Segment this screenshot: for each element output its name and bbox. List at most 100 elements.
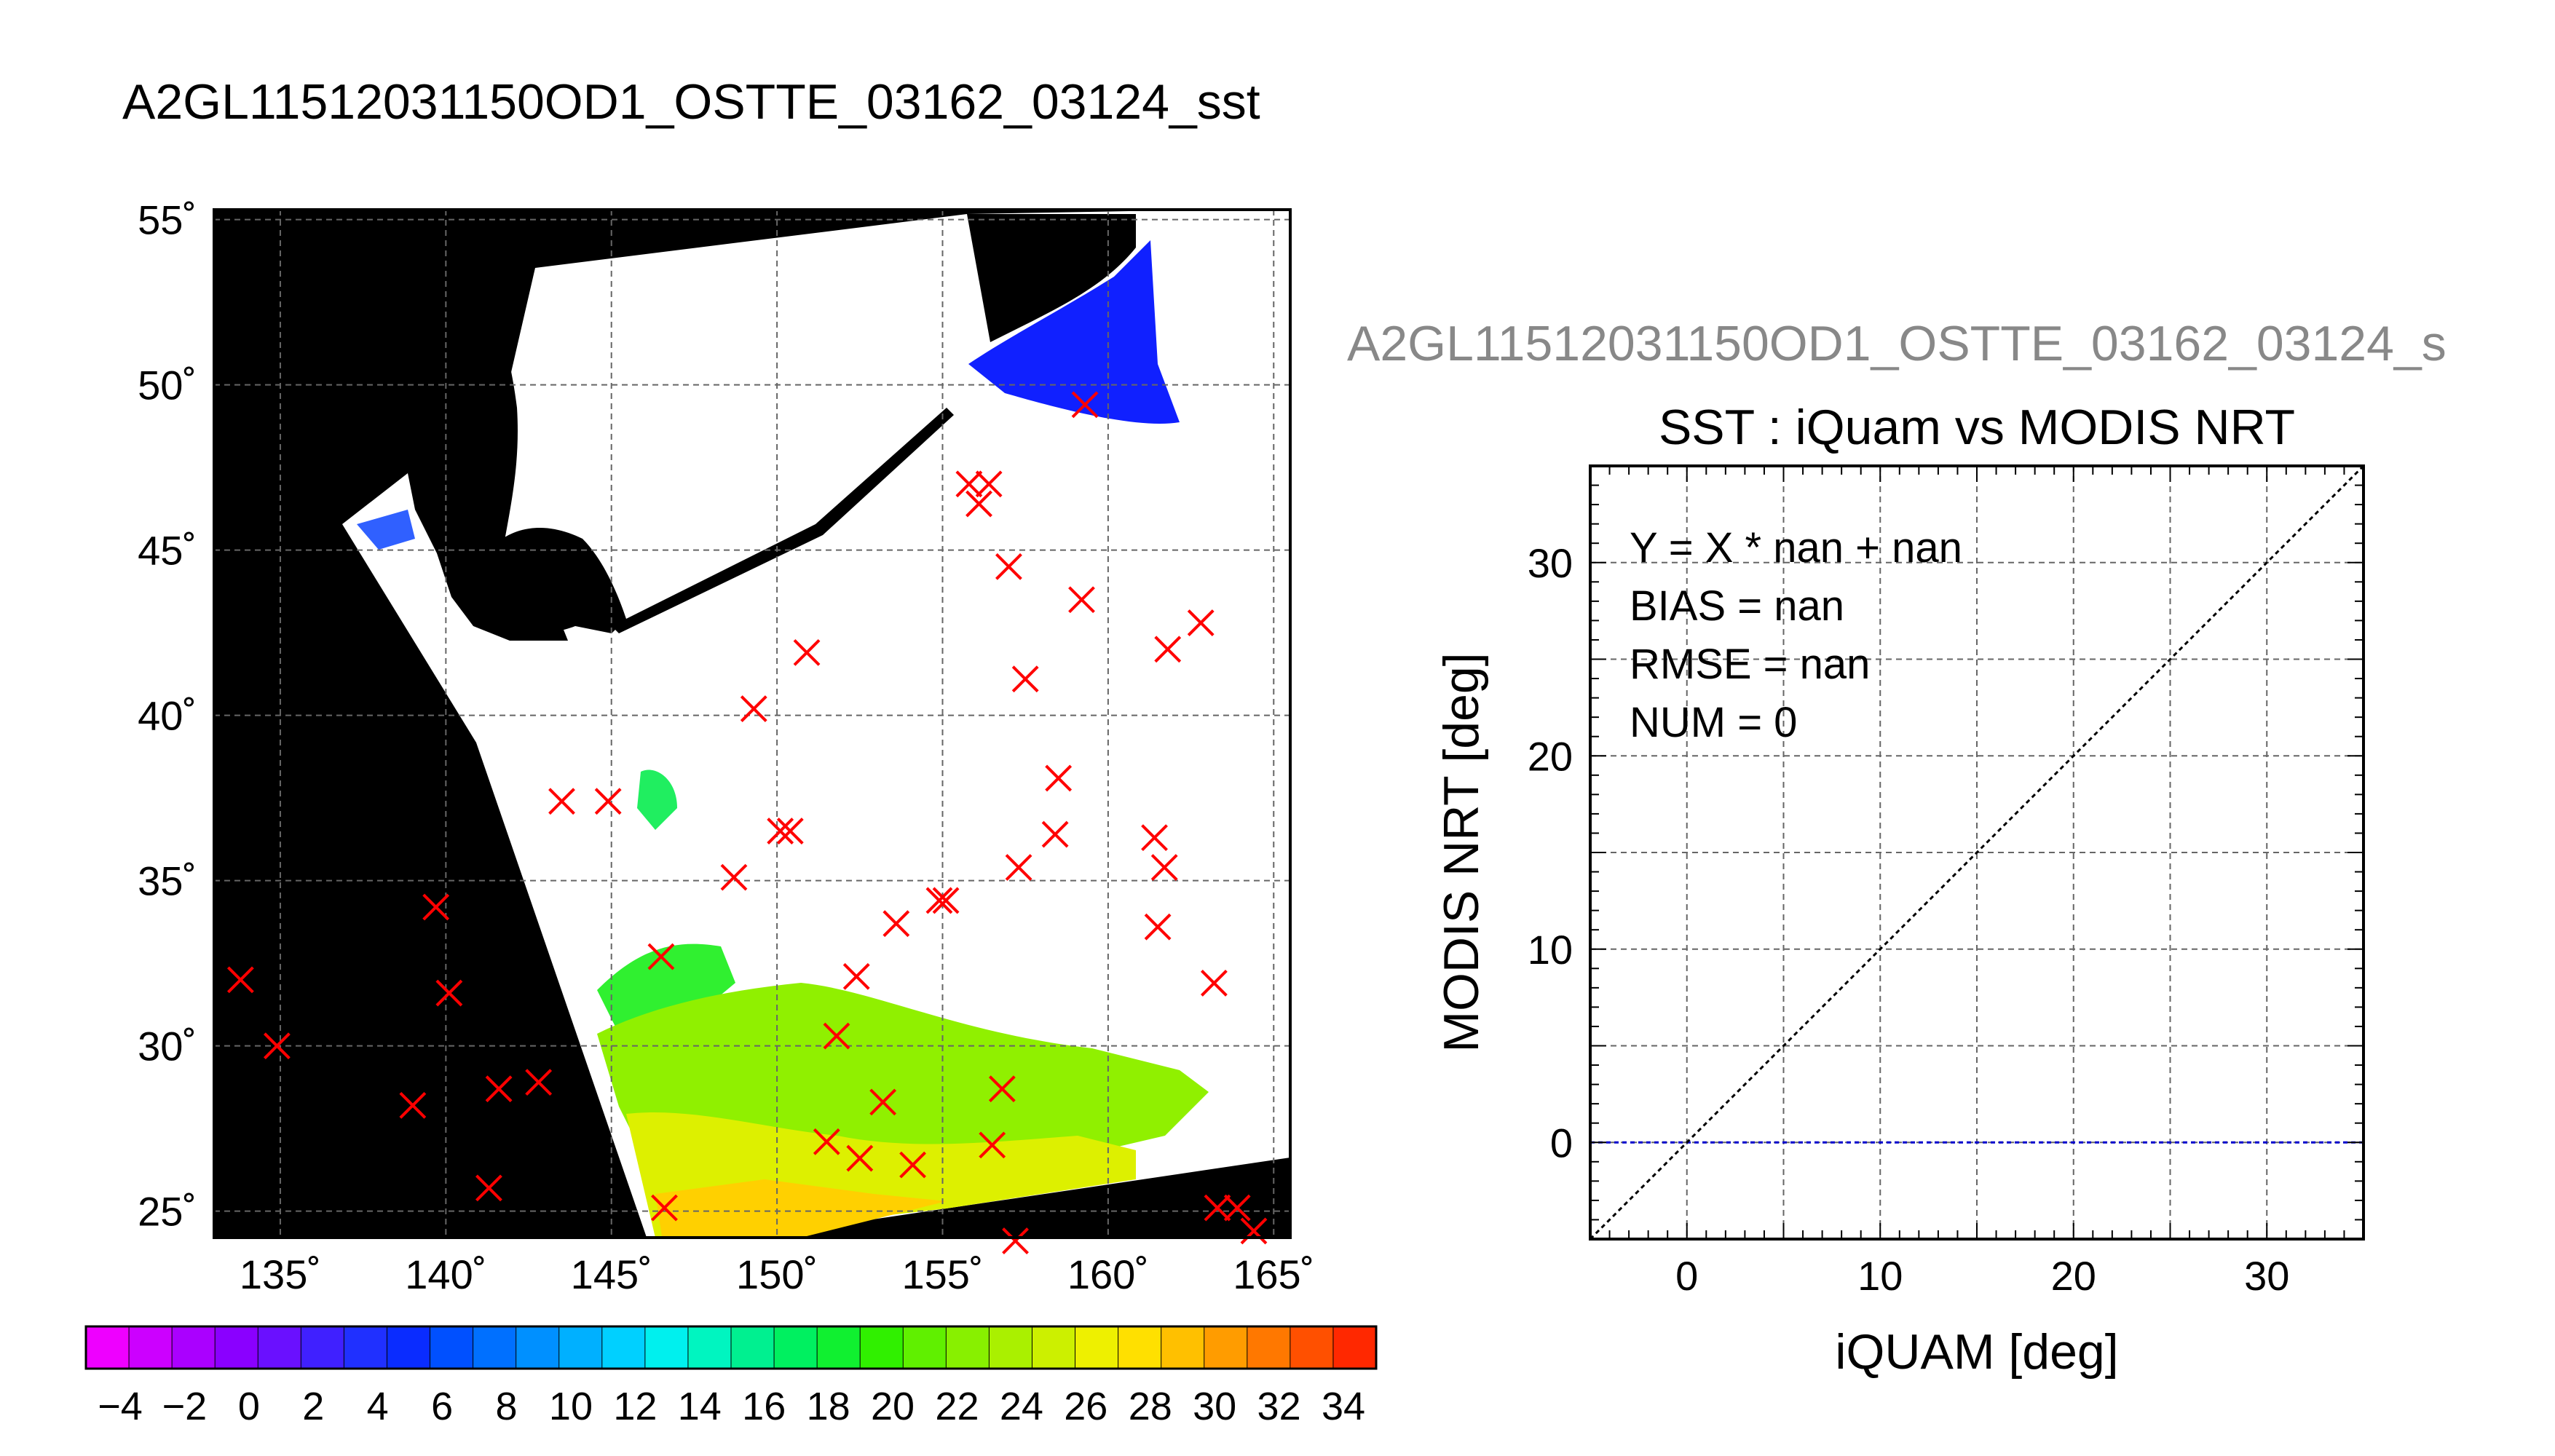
- map-y-tick-label: 30˚: [138, 1024, 197, 1069]
- colorbar-label: 34: [1322, 1385, 1365, 1428]
- map-marker-x: [485, 1075, 513, 1103]
- colorbar-bin: [1204, 1326, 1248, 1369]
- identity-diagonal-line: [1590, 466, 2364, 1239]
- map-marker-x: [651, 1194, 678, 1222]
- colorbar-label: 8: [496, 1385, 518, 1428]
- scatter-tick-labels: 0 10 20 30 0 10 20 30: [1528, 540, 2290, 1299]
- map-y-tick-label: 35˚: [138, 858, 197, 904]
- map-marker-x: [813, 1128, 840, 1155]
- scatter-x-tick-label: 10: [1857, 1253, 1903, 1299]
- colorbar-label: 0: [238, 1385, 260, 1428]
- map-y-tick-label: 25˚: [138, 1189, 197, 1235]
- cold-water-blue: [968, 240, 1180, 424]
- map-marker-x: [1002, 1227, 1029, 1254]
- map-marker-x: [955, 470, 983, 498]
- scatter-stats: Y = X * nan + nan BIAS = nan RMSE = nan …: [1630, 524, 1962, 746]
- colorbar-bin: [731, 1326, 775, 1369]
- map-marker-x: [925, 887, 953, 914]
- map-marker-x: [899, 1151, 926, 1179]
- map-marker-x: [525, 1069, 553, 1096]
- x-axis-label: iQUAM [deg]: [1835, 1324, 2118, 1380]
- colorbar-bin: [903, 1326, 947, 1369]
- colorbar-label: 6: [431, 1385, 453, 1428]
- scatter-y-tick-label: 20: [1528, 733, 1573, 779]
- map-marker-x: [846, 1144, 874, 1172]
- colorbar-bin: [1032, 1326, 1076, 1369]
- right-title: A2GL11512031150OD1_OSTTE_03162_03124_s: [1347, 316, 2447, 371]
- map-marker-x: [594, 788, 622, 815]
- map-marker-x: [823, 1022, 850, 1050]
- y-axis-label: MODIS NRT [deg]: [1434, 652, 1489, 1052]
- colorbar-label: 28: [1129, 1385, 1172, 1428]
- map-marker-x: [1223, 1194, 1251, 1222]
- colorbar-bin: [644, 1326, 689, 1369]
- map-x-tick-label: 150˚: [736, 1251, 818, 1297]
- colorbar-bin: [86, 1326, 130, 1369]
- colorbar-label: 30: [1193, 1385, 1236, 1428]
- map-y-tick-label: 45˚: [138, 528, 197, 574]
- colorbar-bin: [946, 1326, 990, 1369]
- colorbar-bin: [301, 1326, 344, 1369]
- colorbar-bin: [1075, 1326, 1119, 1369]
- map-marker-x: [1204, 1194, 1231, 1222]
- colorbar-bin: [1290, 1326, 1334, 1369]
- map-marker-x: [932, 887, 960, 914]
- map-marker-x: [1005, 854, 1032, 881]
- colorbar-bin: [430, 1326, 474, 1369]
- land-hokkaido: [466, 528, 626, 633]
- map-marker-x: [399, 1091, 427, 1119]
- coast-kuril-black: [612, 408, 954, 633]
- colorbar-label: 4: [367, 1385, 389, 1428]
- map-marker-x: [1150, 854, 1178, 881]
- map-frame: [213, 208, 1292, 1239]
- sst-map: 135˚ 140˚ 145˚ 150˚ 155˚ 160˚ 165˚ 25˚ 30˚ 35˚ 40˚…: [138, 197, 1314, 1297]
- colorbar-bin: [601, 1326, 646, 1369]
- scatter-x-tick-label: 0: [1675, 1253, 1698, 1299]
- colorbar: −4 −2 0 2 4 6 8 10 12 14 16 18 20 22 24 26 28 30 32 34: [84, 1325, 1378, 1428]
- colorbar-label: 24: [1000, 1385, 1043, 1428]
- map-marker-x: [1068, 586, 1095, 614]
- scatter-panel: SST : iQuam vs MODIS NRT 0 10 20 300102030 …: [1434, 400, 2365, 1380]
- map-marker-x: [1187, 609, 1215, 636]
- map-marker-x: [988, 1075, 1016, 1103]
- map-marker-x: [1071, 391, 1099, 419]
- scatter-minor-ticks: [1590, 465, 2364, 1240]
- colorbar-label: 22: [935, 1385, 979, 1428]
- map-x-tick-label: 160˚: [1067, 1251, 1149, 1297]
- colorbar-frame: [84, 1325, 1378, 1370]
- scatter-y-tick-label: 10: [1528, 927, 1573, 973]
- scatter-title: SST : iQuam vs MODIS NRT: [1659, 400, 2295, 455]
- map-x-tick-label: 145˚: [571, 1251, 652, 1297]
- map-marker-x: [793, 638, 821, 666]
- stats-num: NUM = 0: [1630, 699, 1797, 746]
- map-y-tick-label: 55˚: [138, 197, 197, 243]
- map-marker-x: [975, 470, 1003, 498]
- stats-rmse: RMSE = nan: [1630, 641, 1870, 688]
- map-marker-x: [1144, 913, 1172, 941]
- map-marker-x: [422, 893, 450, 921]
- scatter-x-tick-label: 30: [2244, 1253, 2289, 1299]
- map-marker-x: [720, 863, 748, 891]
- colorbar-bin: [516, 1326, 560, 1369]
- swath-coverage: [342, 210, 1290, 1238]
- stats-fit-equation: Y = X * nan + nan: [1630, 524, 1962, 571]
- map-marker-x: [1154, 636, 1182, 663]
- colorbar-label: 16: [742, 1385, 786, 1428]
- colorbar-bin: [774, 1326, 818, 1369]
- map-y-tick-label: 50˚: [138, 363, 197, 408]
- map-marker-x: [882, 910, 910, 938]
- map-marker-x: [548, 788, 575, 815]
- map-marker-x: [740, 695, 767, 722]
- map-marker-x: [869, 1088, 897, 1116]
- scatter-y-tick-label: 30: [1528, 540, 1573, 586]
- colorbar-label: 2: [302, 1385, 324, 1428]
- map-marker-x: [263, 1032, 291, 1060]
- map-marker-x: [995, 553, 1022, 580]
- colorbar-bin: [172, 1326, 216, 1369]
- warm-water-orange: [655, 1179, 947, 1238]
- map-marker-x: [1240, 1217, 1268, 1245]
- map-marker-x: [226, 966, 254, 994]
- colorbar-bin: [1332, 1326, 1377, 1369]
- map-x-tick-label: 140˚: [405, 1251, 486, 1297]
